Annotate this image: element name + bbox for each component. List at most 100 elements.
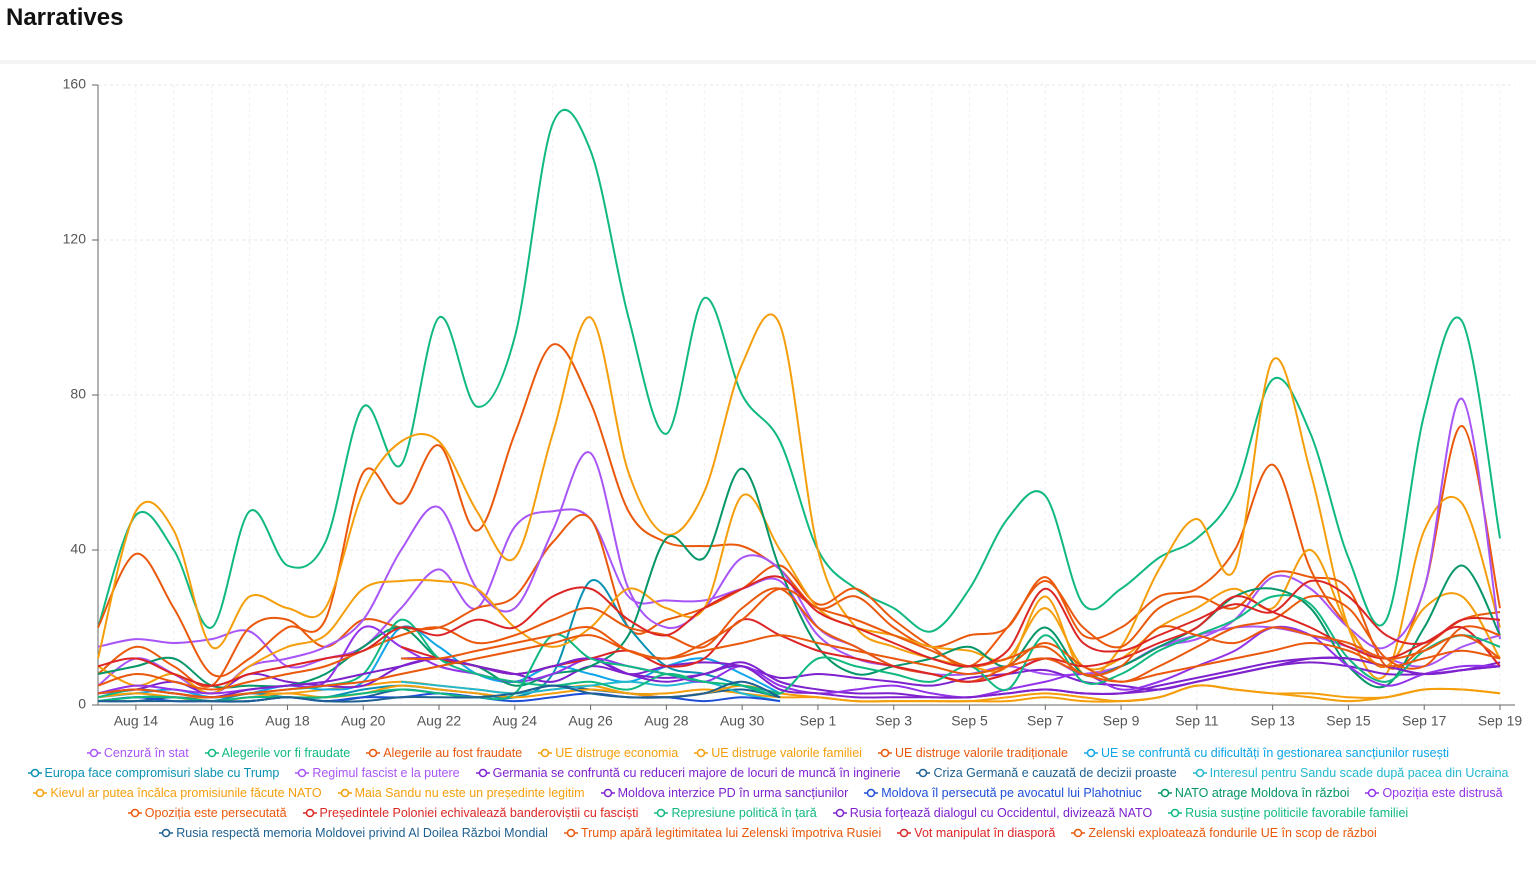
legend-label: Cenzură în stat bbox=[103, 746, 189, 760]
legend-label: Maia Sandu nu este un președinte legitim bbox=[354, 786, 585, 800]
legend-label: Europa face compromisuri slabe cu Trump bbox=[44, 766, 280, 780]
series-line bbox=[97, 343, 1501, 678]
legend-item[interactable]: NATO atrage Moldova în război bbox=[1157, 786, 1350, 800]
legend-item[interactable]: Zelenski exploatează fondurile UE în sco… bbox=[1071, 826, 1377, 840]
y-tick-label: 0 bbox=[78, 696, 86, 712]
legend-item[interactable]: UE distruge economia bbox=[538, 746, 678, 760]
legend-item[interactable]: UE distruge valorile tradiționale bbox=[877, 746, 1068, 760]
legend-icon bbox=[1192, 768, 1207, 778]
legend-icon bbox=[1365, 788, 1380, 798]
legend-item[interactable]: Trump apără legitimitatea lui Zelenski î… bbox=[563, 826, 882, 840]
legend-item[interactable]: Alegerile au fost fraudate bbox=[366, 746, 522, 760]
legend-label: Germania se confruntă cu reduceri majore… bbox=[492, 766, 901, 780]
chart: 0 40 80 120 160 Aug 14 Aug 16 Aug 18 Aug 20 Aug 2… bbox=[63, 76, 1523, 729]
legend-label: Opoziția este distrusă bbox=[1382, 786, 1503, 800]
legend-item[interactable]: Represiune politică în țară bbox=[654, 806, 817, 820]
y-tick-label: 40 bbox=[70, 541, 86, 557]
legend-label: Opoziția este persecutată bbox=[144, 806, 287, 820]
series-line bbox=[97, 656, 1501, 699]
legend-label: Regimul fascist e la putere bbox=[312, 766, 460, 780]
legend-icon bbox=[1083, 748, 1098, 758]
legend-icon bbox=[832, 808, 847, 818]
series-line bbox=[97, 467, 1501, 689]
legend-label: Rusia respectă memoria Moldovei privind … bbox=[176, 826, 548, 840]
x-tick-label: Aug 22 bbox=[417, 713, 462, 729]
legend-label: UE se confruntă cu dificultăți în gestio… bbox=[1100, 746, 1450, 760]
legend-item[interactable]: Maia Sandu nu este un președinte legitim bbox=[337, 786, 585, 800]
legend-item[interactable]: UE se confruntă cu dificultăți în gestio… bbox=[1083, 746, 1450, 760]
legend-icon bbox=[366, 748, 381, 758]
x-tick-label: Aug 16 bbox=[189, 713, 234, 729]
legend-label: Kievul ar putea încălca promisiunile făc… bbox=[50, 786, 322, 800]
legend-icon bbox=[1168, 808, 1183, 818]
legend-item[interactable]: Rusia forțează dialogul cu Occidentul, d… bbox=[832, 806, 1152, 820]
legend-label: Interesul pentru Sandu scade după pacea … bbox=[1209, 766, 1509, 780]
legend-item[interactable]: Interesul pentru Sandu scade după pacea … bbox=[1192, 766, 1509, 780]
x-tick-label: Aug 24 bbox=[493, 713, 538, 729]
legend-label: Rusia susține politicile favorabile fami… bbox=[1185, 806, 1409, 820]
legend-item[interactable]: Moldova interzice PD în urma sancțiunilo… bbox=[600, 786, 848, 800]
legend-icon bbox=[654, 808, 669, 818]
legend-icon bbox=[563, 828, 578, 838]
legend-icon bbox=[864, 788, 879, 798]
legend-label: UE distruge economia bbox=[555, 746, 679, 760]
legend-icon bbox=[159, 828, 174, 838]
legend-icon bbox=[86, 748, 101, 758]
x-tick-label: Sep 5 bbox=[951, 713, 988, 729]
legend-label: UE distruge valorile familiei bbox=[711, 746, 862, 760]
series-line bbox=[97, 493, 1501, 695]
x-tick-label: Aug 14 bbox=[114, 713, 159, 729]
legend-label: Criza Germană e cauzată de decizii proas… bbox=[933, 766, 1177, 780]
series-line bbox=[401, 680, 781, 703]
legend-item[interactable]: Președintele Poloniei echivalează bander… bbox=[302, 806, 639, 820]
legend: Cenzură în stat Alegerile vor fi fraudate… bbox=[18, 746, 1518, 840]
legend-icon bbox=[33, 788, 48, 798]
x-tick-label: Aug 18 bbox=[265, 713, 310, 729]
x-tick-label: Aug 20 bbox=[341, 713, 386, 729]
legend-label: Zelenski exploatează fondurile UE în sco… bbox=[1088, 826, 1377, 840]
y-tick-label: 120 bbox=[63, 231, 87, 247]
legend-item[interactable]: Europa face compromisuri slabe cu Trump bbox=[27, 766, 280, 780]
legend-icon bbox=[27, 768, 42, 778]
x-tick-label: Sep 1 bbox=[800, 713, 837, 729]
legend-label: Represiune politică în țară bbox=[671, 806, 817, 820]
legend-label: UE distruge valorile tradiționale bbox=[894, 746, 1068, 760]
y-tick-label: 160 bbox=[63, 76, 87, 92]
legend-item[interactable]: Cenzură în stat bbox=[86, 746, 189, 760]
legend-icon bbox=[295, 768, 310, 778]
legend-item[interactable]: Rusia respectă memoria Moldovei privind … bbox=[159, 826, 548, 840]
legend-item[interactable]: Rusia susține politicile favorabile fami… bbox=[1168, 806, 1408, 820]
legend-icon bbox=[877, 748, 892, 758]
x-tick-label: Sep 9 bbox=[1103, 713, 1140, 729]
legend-label: NATO atrage Moldova în război bbox=[1174, 786, 1350, 800]
legend-icon bbox=[127, 808, 142, 818]
series-line bbox=[97, 397, 1501, 695]
legend-item[interactable]: Regimul fascist e la putere bbox=[295, 766, 460, 780]
legend-icon bbox=[916, 768, 931, 778]
legend-label: Vot manipulat în diasporă bbox=[914, 826, 1056, 840]
x-tick-label: Aug 28 bbox=[644, 713, 689, 729]
legend-label: Președintele Poloniei echivalează bander… bbox=[319, 806, 639, 820]
legend-icon bbox=[475, 768, 490, 778]
legend-item[interactable]: Vot manipulat în diasporă bbox=[897, 826, 1055, 840]
legend-item[interactable]: Germania se confruntă cu reduceri majore… bbox=[475, 766, 901, 780]
x-tick-label: Sep 11 bbox=[1175, 713, 1219, 729]
legend-label: Alegerile au fost fraudate bbox=[383, 746, 523, 760]
legend-item[interactable]: Kievul ar putea încălca promisiunile făc… bbox=[33, 786, 322, 800]
x-tick-label: Sep 19 bbox=[1478, 713, 1523, 729]
legend-icon bbox=[538, 748, 553, 758]
legend-label: Moldova îl persecută pe avocatul lui Pla… bbox=[881, 786, 1142, 800]
legend-icon bbox=[1071, 828, 1086, 838]
series-line bbox=[97, 575, 1501, 687]
legend-item[interactable]: Opoziția este distrusă bbox=[1365, 786, 1503, 800]
legend-item[interactable]: Criza Germană e cauzată de decizii proas… bbox=[916, 766, 1177, 780]
header-divider bbox=[0, 60, 1536, 64]
series-line bbox=[401, 587, 1501, 677]
series-line bbox=[97, 634, 1501, 699]
legend-item[interactable]: UE distruge valorile familiei bbox=[694, 746, 862, 760]
legend-item[interactable]: Opoziția este persecutată bbox=[127, 806, 287, 820]
legend-item[interactable]: Moldova îl persecută pe avocatul lui Pla… bbox=[864, 786, 1142, 800]
legend-item[interactable]: Alegerile vor fi fraudate bbox=[204, 746, 350, 760]
legend-label: Trump apără legitimitatea lui Zelenski î… bbox=[580, 826, 882, 840]
